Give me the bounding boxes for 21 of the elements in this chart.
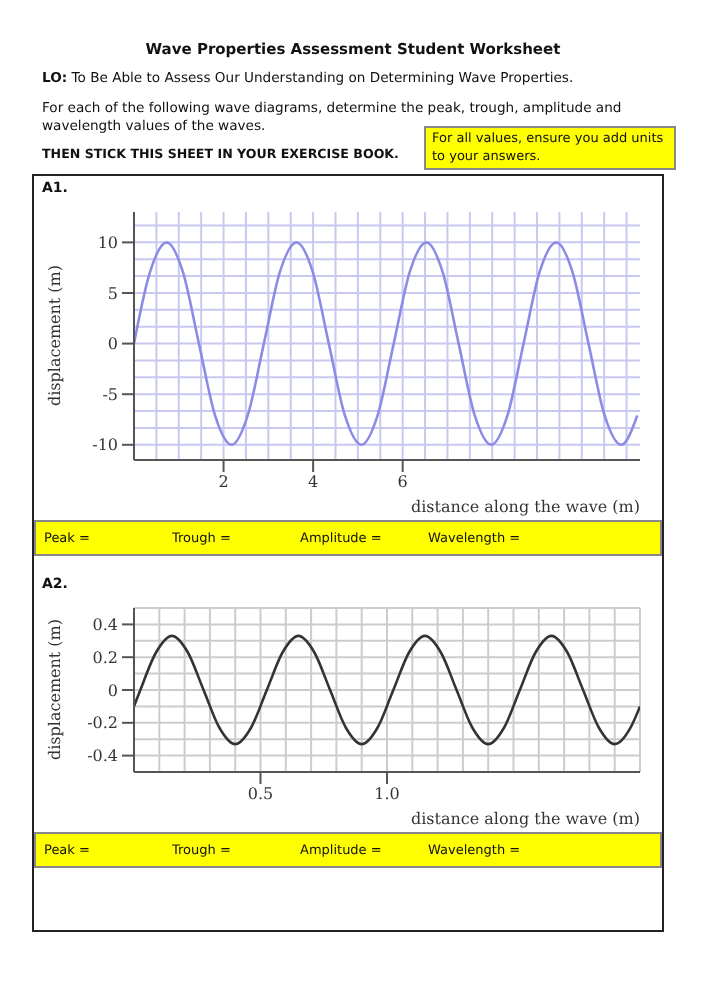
y-tick-label: 10 xyxy=(97,234,118,253)
y-tick-label: -5 xyxy=(102,385,118,404)
y-tick-label: 5 xyxy=(107,284,118,303)
y-axis-title: displacement (m) xyxy=(45,264,64,406)
y-tick-label: -0.4 xyxy=(87,747,118,766)
y-tick-label: 0.4 xyxy=(92,616,118,635)
x-tick-label: 1.0 xyxy=(374,785,400,804)
x-axis-title: distance along the wave (m) xyxy=(410,498,640,516)
y-tick-label: 0 xyxy=(107,681,118,700)
x-tick-label: 0.5 xyxy=(247,785,274,804)
y-axis-title: displacement (m) xyxy=(45,618,64,760)
x-tick-label: 4 xyxy=(308,473,319,492)
x-axis-title: distance along the wave (m) xyxy=(410,810,640,828)
x-tick-label: 6 xyxy=(397,473,408,492)
y-tick-label: -10 xyxy=(92,436,118,455)
line-series xyxy=(134,241,639,447)
y-tick-label: 0.2 xyxy=(92,648,118,667)
line-series xyxy=(134,634,640,746)
y-tick-label: 0 xyxy=(107,335,118,354)
y-tick-label: -0.2 xyxy=(87,714,118,733)
x-tick-label: 2 xyxy=(218,473,229,492)
